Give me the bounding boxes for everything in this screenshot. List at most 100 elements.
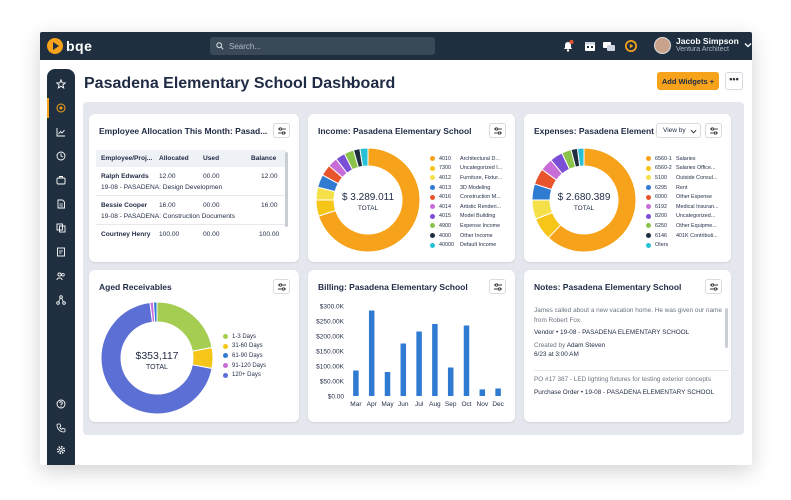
legend-swatch bbox=[646, 242, 651, 248]
bar[interactable] bbox=[432, 324, 438, 396]
legend-item[interactable]: 120+ Days bbox=[223, 370, 266, 380]
legend-item[interactable]: 6250 Other Equipme... bbox=[646, 221, 719, 231]
table-scrollbar[interactable] bbox=[285, 152, 288, 227]
legend-item[interactable]: 4900 Expense Income bbox=[430, 221, 502, 231]
donut-slice[interactable] bbox=[156, 301, 213, 352]
widget-title: Expenses: Pasadena Element... bbox=[534, 126, 654, 136]
legend-item[interactable]: 5100 Outside Consul... bbox=[646, 173, 719, 183]
widget-settings-button[interactable] bbox=[273, 123, 290, 138]
bqe-logo[interactable]: bqe bbox=[47, 38, 92, 54]
legend-item[interactable]: 91-120 Days bbox=[223, 361, 266, 371]
bar[interactable] bbox=[463, 325, 470, 397]
donut-slice[interactable] bbox=[547, 147, 637, 253]
legend-swatch bbox=[646, 156, 651, 162]
legend-item[interactable]: 1-3 Days bbox=[223, 332, 266, 342]
copy-icon[interactable] bbox=[56, 223, 66, 233]
table-row[interactable]: Bessie Cooper 16.00 00.00 16.00 19-08 - … bbox=[96, 196, 286, 225]
donut-slice[interactable] bbox=[100, 301, 213, 415]
legend-label: 401K Contributi... bbox=[676, 232, 718, 239]
calendar-icon[interactable] bbox=[583, 39, 597, 53]
legend-item[interactable]: 6192 Medical Insuran... bbox=[646, 202, 719, 212]
table-row[interactable]: Ralph Edwards 12.00 00.00 12.00 19-08 - … bbox=[96, 167, 286, 196]
widget-settings-button[interactable] bbox=[489, 279, 506, 294]
notes-scrollbar[interactable] bbox=[725, 308, 728, 348]
bell-icon[interactable] bbox=[561, 39, 575, 53]
bar[interactable] bbox=[495, 388, 501, 397]
table-row[interactable]: Courtney Henry 100.00 00.00 100.00 bbox=[96, 225, 286, 254]
legend-item[interactable]: 4012 Furniture, Fixtur... bbox=[430, 173, 502, 183]
donut-slice[interactable] bbox=[152, 301, 158, 323]
legend-item[interactable]: 6560-2 Salaries Office... bbox=[646, 164, 719, 174]
chat-icon[interactable] bbox=[602, 39, 616, 53]
legend-label: Uncategorized I... bbox=[460, 165, 503, 172]
phone-icon[interactable] bbox=[56, 423, 66, 433]
star-icon[interactable] bbox=[56, 79, 66, 89]
widget-settings-button[interactable] bbox=[705, 123, 722, 138]
people-icon[interactable] bbox=[56, 271, 66, 281]
aged-receivables-donut-chart: $353,117 TOTAL bbox=[100, 301, 214, 415]
widget-settings-button[interactable] bbox=[489, 123, 506, 138]
project-name: 19-08 - PASADENA: Design Developmen bbox=[101, 184, 223, 191]
widget-settings-button[interactable] bbox=[705, 279, 722, 294]
legend-label: Other Expense bbox=[676, 194, 712, 201]
legend-item[interactable]: Oters bbox=[646, 240, 719, 250]
network-icon[interactable] bbox=[56, 295, 66, 305]
donut-slice[interactable] bbox=[317, 147, 421, 253]
legend-item[interactable]: 6146 401K Contributi... bbox=[646, 231, 719, 241]
legend-item[interactable]: 4000 Other Income bbox=[430, 231, 502, 241]
legend-item[interactable]: 6000 Other Expense bbox=[646, 192, 719, 202]
legend-label: 31-60 Days bbox=[232, 343, 263, 350]
bar[interactable] bbox=[353, 370, 359, 397]
reports-chart-icon[interactable] bbox=[56, 127, 66, 137]
briefcase-icon[interactable] bbox=[56, 175, 66, 185]
bar[interactable] bbox=[416, 331, 422, 397]
legend-item[interactable]: 31-60 Days bbox=[223, 342, 266, 352]
bar[interactable] bbox=[368, 310, 375, 397]
dashboard-icon[interactable] bbox=[56, 103, 66, 113]
legend-item[interactable]: 40000 Default Income bbox=[430, 240, 502, 250]
legend-label: Default Income bbox=[460, 242, 497, 249]
legend-item[interactable]: 61-90 Days bbox=[223, 351, 266, 361]
page-title: Pasadena Elementary School Dashboard bbox=[84, 75, 396, 92]
widget-settings-button[interactable] bbox=[273, 279, 290, 294]
timer-play-icon[interactable] bbox=[624, 39, 638, 53]
chevron-down-icon bbox=[744, 43, 752, 48]
legend-item[interactable]: 6560-1 Salaries bbox=[646, 154, 719, 164]
column-header[interactable]: Used bbox=[203, 155, 220, 162]
legend-item[interactable]: 8200 Uncategorized... bbox=[646, 212, 719, 222]
note-item[interactable]: PO #17 387 - LED lighting fixtures for t… bbox=[534, 375, 729, 397]
clock-icon[interactable] bbox=[56, 151, 66, 161]
column-header[interactable]: Employee/Proj... bbox=[101, 155, 153, 162]
help-icon[interactable] bbox=[56, 399, 66, 409]
donut-slice[interactable] bbox=[576, 147, 585, 167]
legend-label: Salaries Office... bbox=[676, 165, 716, 172]
bar[interactable] bbox=[447, 367, 454, 397]
donut-slice[interactable] bbox=[359, 147, 369, 167]
legend-item[interactable]: 4016 Construction M... bbox=[430, 192, 502, 202]
legend-item[interactable]: 6295 Rent bbox=[646, 183, 719, 193]
column-header[interactable]: Allocated bbox=[159, 155, 189, 162]
search-input[interactable] bbox=[229, 41, 419, 51]
chevron-down-icon bbox=[690, 129, 697, 134]
bar[interactable] bbox=[479, 389, 486, 396]
legend-item[interactable]: 7300 Uncategorized I... bbox=[430, 164, 502, 174]
note-item[interactable]: James called about a new vacation home. … bbox=[534, 306, 729, 360]
document-icon[interactable] bbox=[56, 199, 66, 209]
column-header[interactable]: Balance bbox=[251, 155, 277, 162]
settings-gear-icon[interactable] bbox=[56, 445, 66, 455]
legend-item[interactable]: 4015 Model Building bbox=[430, 212, 502, 222]
title-dropdown-chevron-icon[interactable] bbox=[346, 77, 356, 91]
add-widgets-button[interactable]: Add Widgets + bbox=[657, 72, 719, 90]
bar[interactable] bbox=[384, 372, 391, 396]
user-menu[interactable]: Jacob Simpson Ventura Architect bbox=[654, 36, 752, 54]
more-options-button[interactable]: ••• bbox=[725, 72, 743, 90]
search-bar[interactable] bbox=[210, 37, 435, 55]
balance-value: 12.00 bbox=[261, 173, 278, 180]
bar[interactable] bbox=[400, 343, 407, 397]
invoice-icon[interactable] bbox=[56, 247, 66, 257]
legend-swatch bbox=[646, 233, 651, 239]
legend-item[interactable]: 4010 Architectural D... bbox=[430, 154, 502, 164]
legend-item[interactable]: 4014 Artistic Renderi... bbox=[430, 202, 502, 212]
legend-item[interactable]: 4013 3D Modeling bbox=[430, 183, 502, 193]
view-by-dropdown[interactable]: View by bbox=[656, 123, 701, 138]
